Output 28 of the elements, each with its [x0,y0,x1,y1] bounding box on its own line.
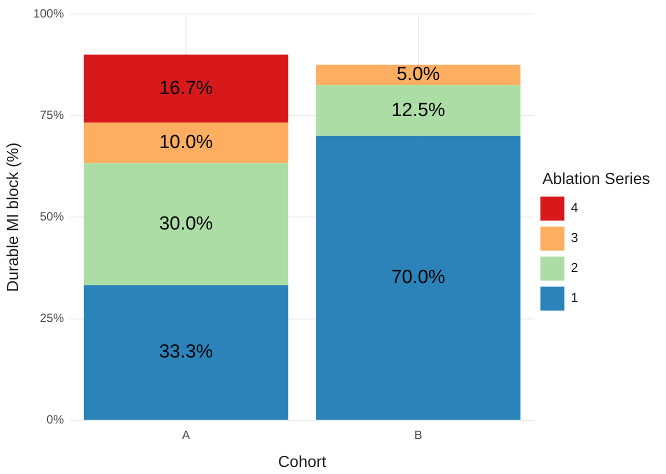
bar [84,163,288,286]
bar [84,122,288,164]
bar [84,285,288,420]
y-tick-label: 0% [46,412,64,427]
y-tick-label: 75% [40,108,64,122]
data-label: 70.0% [391,267,446,288]
x-axis-title: Cohort [278,454,327,471]
y-tick-label: 100% [33,6,64,20]
x-tick-label: A [182,428,190,442]
data-label: 5.0% [396,64,440,86]
legend-label: 1 [570,290,578,306]
legend-title: Ablation Series [542,170,650,188]
bar [84,54,288,123]
data-label: 30.0% [159,213,214,234]
x-tick-label: B [414,428,422,442]
data-label: 12.5% [391,100,446,121]
bar [316,85,520,136]
legend-label: 3 [570,230,578,246]
bar [316,64,520,86]
data-label: 10.0% [159,132,214,154]
y-tick-label: 25% [40,311,64,326]
data-label: 33.3% [159,342,214,363]
legend-label: 4 [570,200,578,216]
data-label: 16.7% [159,78,214,99]
bar [316,136,520,420]
y-axis-title: Durable MI block (%) [5,142,22,292]
legend-label: 2 [570,260,578,276]
y-tick-label: 50% [40,210,64,224]
